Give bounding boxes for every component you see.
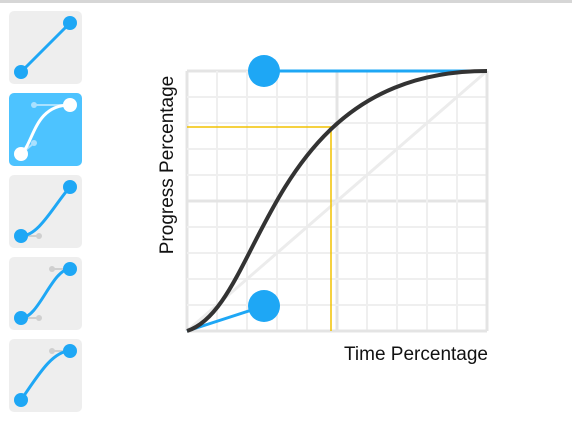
- control-point-1[interactable]: [248, 290, 280, 322]
- ease-curve-icon: [14, 98, 77, 161]
- preset-linear[interactable]: [9, 11, 82, 84]
- ease-in-curve-icon: [14, 180, 77, 243]
- top-border: [0, 0, 572, 3]
- preset-ease-out[interactable]: [9, 339, 82, 412]
- preset-list: [9, 11, 82, 421]
- y-axis-label: Progress Percentage: [157, 75, 178, 255]
- preset-ease[interactable]: [9, 93, 82, 166]
- x-axis-label: Time Percentage: [344, 344, 488, 365]
- preset-ease-in-out[interactable]: [9, 257, 82, 330]
- linear-curve-icon: [14, 16, 77, 79]
- linear-reference-line: [186, 69, 488, 333]
- control-point-2[interactable]: [248, 55, 280, 87]
- preset-ease-in[interactable]: [9, 175, 82, 248]
- ease-in-out-curve-icon: [14, 262, 77, 325]
- easing-curve: [186, 69, 488, 333]
- ease-out-curve-icon: [14, 344, 77, 407]
- bezier-chart: [185, 55, 489, 333]
